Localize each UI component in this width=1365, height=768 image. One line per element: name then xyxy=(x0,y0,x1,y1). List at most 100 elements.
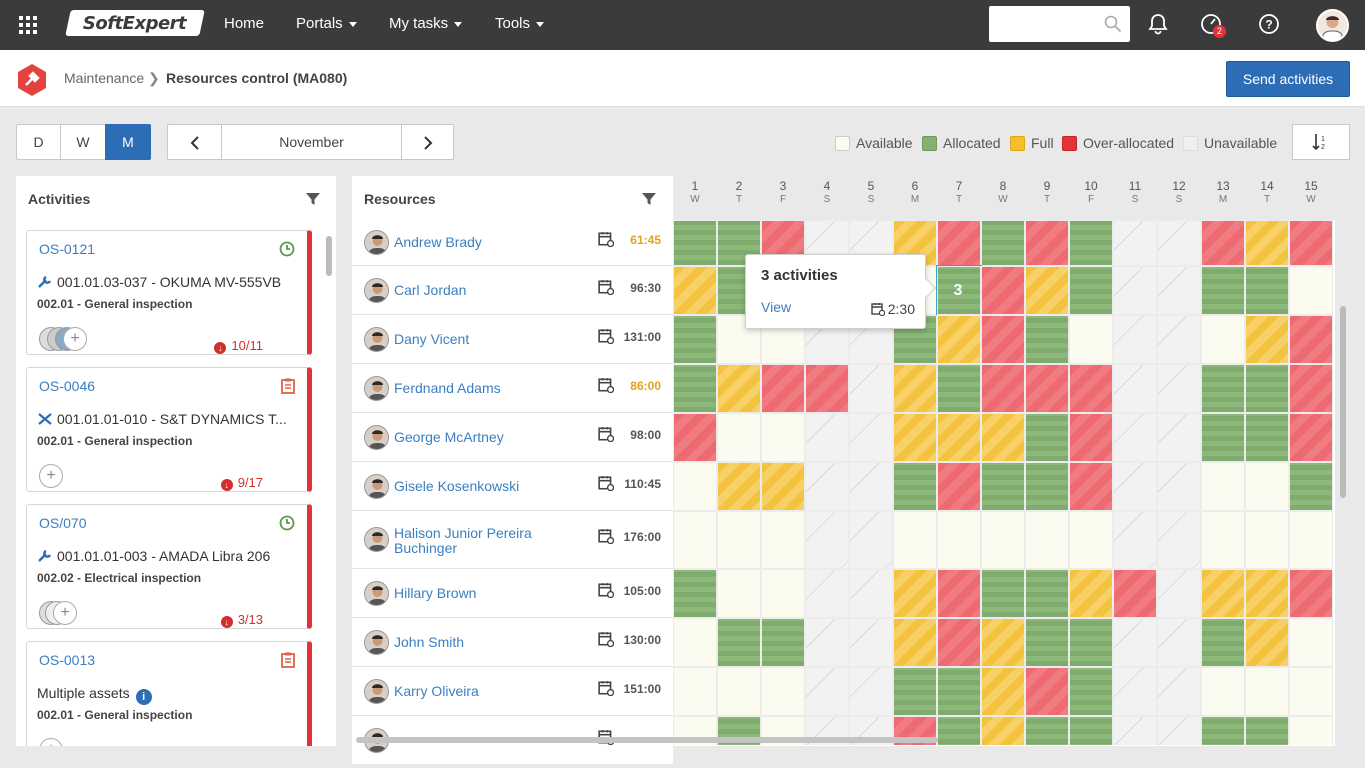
cell-full[interactable] xyxy=(937,413,981,462)
resource-name[interactable]: George McArtney xyxy=(394,428,504,445)
cell-available[interactable] xyxy=(717,569,761,618)
gauge-icon[interactable] xyxy=(1200,13,1222,35)
cell-available[interactable] xyxy=(761,569,805,618)
cell-available[interactable] xyxy=(717,511,761,569)
resource-row[interactable]: Ferdnand Adams 86:00 xyxy=(352,364,673,413)
resource-row[interactable]: Carl Jordan 96:30 xyxy=(352,266,673,315)
cell-allocated[interactable] xyxy=(1025,569,1069,618)
cell-over-allocated[interactable] xyxy=(981,315,1025,364)
cell-allocated[interactable] xyxy=(717,618,761,667)
cell-unavailable[interactable] xyxy=(1157,569,1201,618)
cell-allocated[interactable] xyxy=(673,569,717,618)
cell-unavailable[interactable] xyxy=(849,618,893,667)
brand-logo[interactable]: SoftExpert xyxy=(65,10,205,36)
cell-allocated[interactable] xyxy=(1245,413,1289,462)
cell-allocated[interactable] xyxy=(1069,667,1113,716)
cell-unavailable[interactable] xyxy=(1157,618,1201,667)
activity-card[interactable]: OS-0046 001.01.01-010 - S&T DYNAMICS T..… xyxy=(26,367,312,492)
cell-full[interactable] xyxy=(893,364,937,413)
add-resource-button[interactable]: + xyxy=(39,464,63,488)
calendar-clock-icon[interactable] xyxy=(598,426,614,442)
resource-name[interactable]: Andrew Brady xyxy=(394,234,482,250)
info-icon[interactable]: i xyxy=(135,689,152,705)
cell-unavailable[interactable] xyxy=(1157,462,1201,511)
resource-row[interactable]: Dany Vicent 131:00 xyxy=(352,315,673,364)
cell-available[interactable] xyxy=(937,511,981,569)
user-avatar[interactable] xyxy=(1316,9,1349,42)
cell-available[interactable] xyxy=(893,511,937,569)
resource-name[interactable]: Halison Junior Pereira Buchinger xyxy=(394,525,532,556)
tooltip-view-link[interactable]: View xyxy=(761,299,792,315)
cell-allocated[interactable] xyxy=(1069,220,1113,266)
next-period-button[interactable] xyxy=(401,124,454,160)
cell-over-allocated[interactable] xyxy=(1025,364,1069,413)
allocation-count[interactable]: 3 xyxy=(953,282,963,299)
cell-allocated[interactable] xyxy=(673,220,717,266)
cell-available[interactable] xyxy=(1201,667,1245,716)
cell-over-allocated[interactable] xyxy=(937,220,981,266)
cell-available[interactable] xyxy=(761,511,805,569)
cell-unavailable[interactable] xyxy=(849,462,893,511)
cell-full[interactable] xyxy=(717,462,761,511)
horizontal-scrollbar[interactable] xyxy=(356,737,938,743)
cell-full[interactable] xyxy=(1025,266,1069,315)
cell-allocated[interactable] xyxy=(1245,266,1289,315)
cell-over-allocated[interactable] xyxy=(1069,364,1113,413)
cell-allocated[interactable] xyxy=(673,315,717,364)
cell-unavailable[interactable] xyxy=(1157,716,1201,745)
resource-name[interactable]: Gisele Kosenkowski xyxy=(394,477,520,494)
cell-over-allocated[interactable] xyxy=(1069,413,1113,462)
cell-unavailable[interactable] xyxy=(1157,413,1201,462)
cell-unavailable[interactable] xyxy=(849,413,893,462)
cell-unavailable[interactable] xyxy=(805,413,849,462)
cell-allocated[interactable] xyxy=(981,569,1025,618)
cell-unavailable[interactable] xyxy=(1113,315,1157,364)
resources-scrollbar[interactable] xyxy=(1340,306,1346,498)
cell-full[interactable] xyxy=(893,569,937,618)
cell-full[interactable] xyxy=(981,618,1025,667)
cell-unavailable[interactable] xyxy=(805,618,849,667)
nav-tools[interactable]: Tools xyxy=(495,0,545,50)
activity-code[interactable]: OS-0013 xyxy=(39,652,96,668)
calendar-clock-icon[interactable] xyxy=(598,328,614,344)
cell-full[interactable] xyxy=(1245,315,1289,364)
cell-over-allocated[interactable] xyxy=(1289,220,1333,266)
cell-available[interactable] xyxy=(1069,315,1113,364)
cell-available[interactable] xyxy=(761,413,805,462)
resource-row[interactable]: John Smith 130:00 xyxy=(352,618,673,667)
cell-allocated[interactable] xyxy=(1069,266,1113,315)
cell-unavailable[interactable] xyxy=(805,667,849,716)
cell-allocated[interactable] xyxy=(1245,716,1289,745)
activity-code[interactable]: OS-0046 xyxy=(39,378,96,394)
cell-allocated[interactable] xyxy=(1025,315,1069,364)
cell-unavailable[interactable] xyxy=(805,569,849,618)
resource-row[interactable]: Gisele Kosenkowski 110:45 xyxy=(352,462,673,511)
cell-unavailable[interactable] xyxy=(805,462,849,511)
apps-grid-icon[interactable] xyxy=(19,16,37,34)
activity-code[interactable]: OS/070 xyxy=(39,515,87,531)
cell-allocated[interactable] xyxy=(1025,413,1069,462)
cell-full[interactable] xyxy=(981,716,1025,745)
cell-allocated[interactable] xyxy=(761,618,805,667)
filter-icon[interactable] xyxy=(306,192,320,206)
cell-allocated[interactable] xyxy=(981,462,1025,511)
previous-period-button[interactable] xyxy=(167,124,222,160)
resource-row[interactable]: Karry Oliveira 151:00 xyxy=(352,667,673,716)
cell-available[interactable] xyxy=(1245,667,1289,716)
resource-row[interactable]: George McArtney 98:00 xyxy=(352,413,673,462)
cell-unavailable[interactable] xyxy=(1157,266,1201,315)
cell-unavailable[interactable] xyxy=(1113,220,1157,266)
cell-available[interactable] xyxy=(1289,667,1333,716)
cell-available[interactable] xyxy=(761,667,805,716)
calendar-clock-icon[interactable] xyxy=(598,680,614,696)
cell-allocated[interactable] xyxy=(893,667,937,716)
cell-unavailable[interactable] xyxy=(1157,667,1201,716)
cell-allocated[interactable] xyxy=(1069,618,1113,667)
calendar-clock-icon[interactable] xyxy=(598,231,614,247)
cell-allocated[interactable] xyxy=(1201,413,1245,462)
resource-name[interactable]: Karry Oliveira xyxy=(394,682,479,699)
resource-name[interactable]: Carl Jordan xyxy=(394,281,467,298)
search-box[interactable] xyxy=(989,6,1130,42)
cell-available[interactable] xyxy=(1069,511,1113,569)
cell-available[interactable] xyxy=(717,667,761,716)
